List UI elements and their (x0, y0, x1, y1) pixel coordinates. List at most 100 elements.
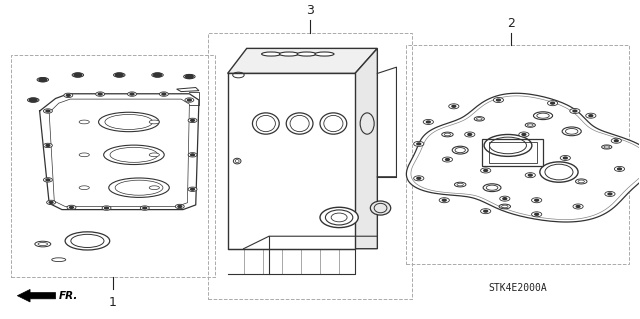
Ellipse shape (320, 113, 347, 134)
Ellipse shape (149, 186, 159, 189)
Bar (209, 33, 412, 299)
Circle shape (96, 92, 104, 96)
Circle shape (547, 101, 557, 106)
Circle shape (159, 92, 168, 96)
Circle shape (140, 206, 149, 210)
Circle shape (185, 98, 194, 102)
Circle shape (442, 199, 446, 201)
Circle shape (64, 93, 73, 98)
Bar (11, 55, 215, 277)
Text: 2: 2 (508, 17, 515, 30)
Text: FR.: FR. (59, 291, 78, 301)
Ellipse shape (315, 52, 334, 56)
Circle shape (29, 98, 37, 102)
Ellipse shape (109, 178, 170, 197)
Circle shape (529, 174, 532, 176)
Circle shape (484, 210, 488, 212)
Bar (406, 45, 629, 264)
Circle shape (70, 206, 74, 208)
Circle shape (525, 173, 536, 178)
Circle shape (191, 119, 195, 121)
Circle shape (608, 193, 612, 195)
Circle shape (49, 202, 53, 203)
Circle shape (442, 157, 452, 162)
Circle shape (465, 132, 475, 137)
Ellipse shape (297, 52, 316, 56)
Circle shape (605, 191, 615, 197)
Circle shape (532, 198, 541, 203)
Ellipse shape (279, 52, 298, 56)
Circle shape (423, 119, 433, 124)
Circle shape (115, 73, 123, 77)
Circle shape (417, 143, 420, 145)
Text: 3: 3 (307, 4, 314, 17)
Text: STK4E2000A: STK4E2000A (488, 283, 547, 293)
Circle shape (611, 138, 621, 143)
Text: 1: 1 (109, 296, 117, 309)
Ellipse shape (79, 186, 90, 189)
Circle shape (614, 140, 618, 142)
Circle shape (44, 143, 52, 148)
Circle shape (186, 75, 193, 78)
Circle shape (413, 141, 424, 146)
Ellipse shape (79, 153, 90, 157)
Circle shape (67, 94, 70, 96)
Polygon shape (406, 93, 640, 222)
Circle shape (618, 168, 621, 170)
Ellipse shape (79, 120, 90, 124)
Circle shape (191, 188, 195, 190)
Ellipse shape (152, 73, 163, 77)
Polygon shape (355, 48, 378, 249)
Ellipse shape (72, 73, 84, 77)
Circle shape (178, 205, 182, 207)
Circle shape (99, 93, 102, 95)
Ellipse shape (252, 113, 279, 134)
Circle shape (127, 92, 136, 96)
Ellipse shape (320, 207, 358, 228)
Circle shape (550, 102, 554, 104)
Circle shape (426, 121, 430, 123)
Ellipse shape (28, 98, 39, 102)
Circle shape (589, 115, 593, 117)
Circle shape (452, 105, 456, 107)
Circle shape (560, 155, 570, 160)
Bar (483, 139, 543, 166)
Ellipse shape (113, 73, 125, 77)
Polygon shape (228, 73, 355, 249)
Circle shape (563, 157, 567, 159)
Circle shape (44, 178, 52, 182)
Circle shape (188, 99, 191, 101)
Circle shape (484, 169, 488, 171)
Circle shape (481, 168, 491, 173)
Circle shape (493, 98, 504, 102)
Circle shape (614, 167, 625, 171)
Circle shape (175, 204, 184, 209)
Circle shape (162, 93, 166, 95)
Circle shape (46, 145, 50, 146)
Circle shape (46, 179, 50, 181)
Circle shape (481, 209, 491, 214)
Polygon shape (17, 289, 56, 302)
Circle shape (46, 110, 50, 112)
Ellipse shape (184, 74, 195, 79)
Circle shape (74, 73, 82, 77)
Ellipse shape (371, 201, 391, 215)
Circle shape (576, 205, 580, 207)
Circle shape (468, 134, 472, 136)
Circle shape (417, 177, 420, 179)
Ellipse shape (360, 113, 374, 134)
Circle shape (188, 152, 197, 157)
Circle shape (497, 99, 500, 101)
Ellipse shape (99, 112, 159, 132)
Circle shape (573, 204, 583, 209)
Ellipse shape (149, 153, 159, 157)
Circle shape (519, 132, 529, 137)
Ellipse shape (149, 120, 159, 124)
Circle shape (573, 110, 577, 112)
Circle shape (586, 113, 596, 118)
Circle shape (535, 199, 539, 201)
Circle shape (570, 108, 580, 114)
Circle shape (188, 118, 197, 122)
Ellipse shape (262, 52, 281, 56)
Circle shape (449, 104, 459, 109)
